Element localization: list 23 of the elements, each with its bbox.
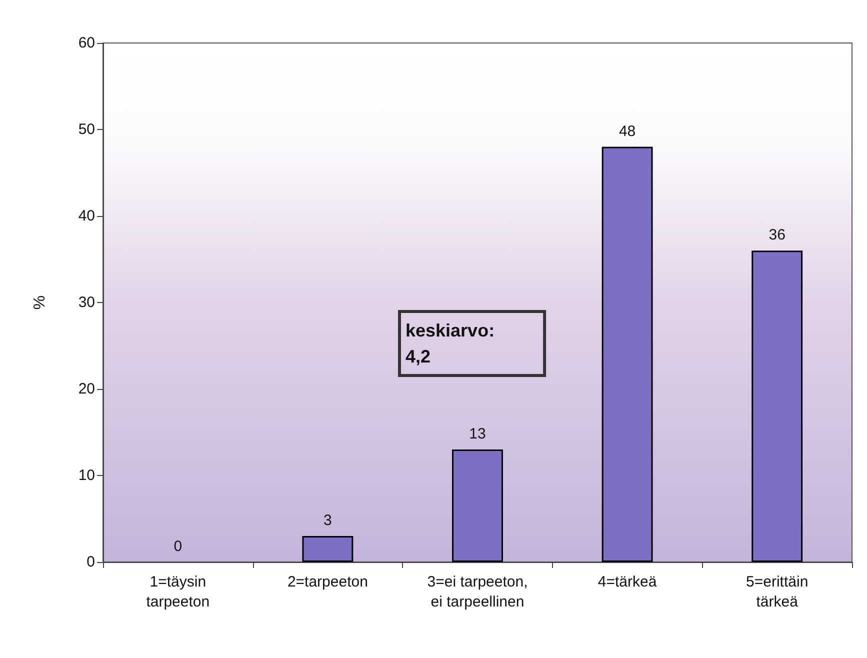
x-tick-label: 4=tärkeä [598,574,658,590]
data-label: 0 [174,538,182,555]
x-tick-label: 1=täysin tarpeeton [146,574,210,610]
bar [302,536,354,562]
data-label: 13 [469,426,486,443]
y-tick-label: 60 [78,34,95,52]
y-tick-label: 10 [78,467,95,484]
data-label: 36 [768,226,786,244]
y-tick-label: 30 [78,294,95,311]
y-axis-title: % [32,295,48,310]
x-tick-label: 3=ei tarpeeton, ei tarpeellinen [427,574,528,610]
data-label: 48 [618,122,636,140]
annotation: keskiarvo: 4,2 [406,320,495,366]
y-tick-label: 50 [78,121,95,138]
y-tick-label: 20 [78,380,95,398]
y-tick-label: 0 [86,554,95,570]
y-tick-label: 40 [78,208,95,224]
x-tick-label: 2=tarpeeton [287,574,368,590]
bar [452,450,503,562]
bar [602,146,653,562]
x-tick-label: 5=erittäin tärkeä [746,574,808,610]
data-label: 3 [324,512,332,530]
bar [752,250,803,562]
